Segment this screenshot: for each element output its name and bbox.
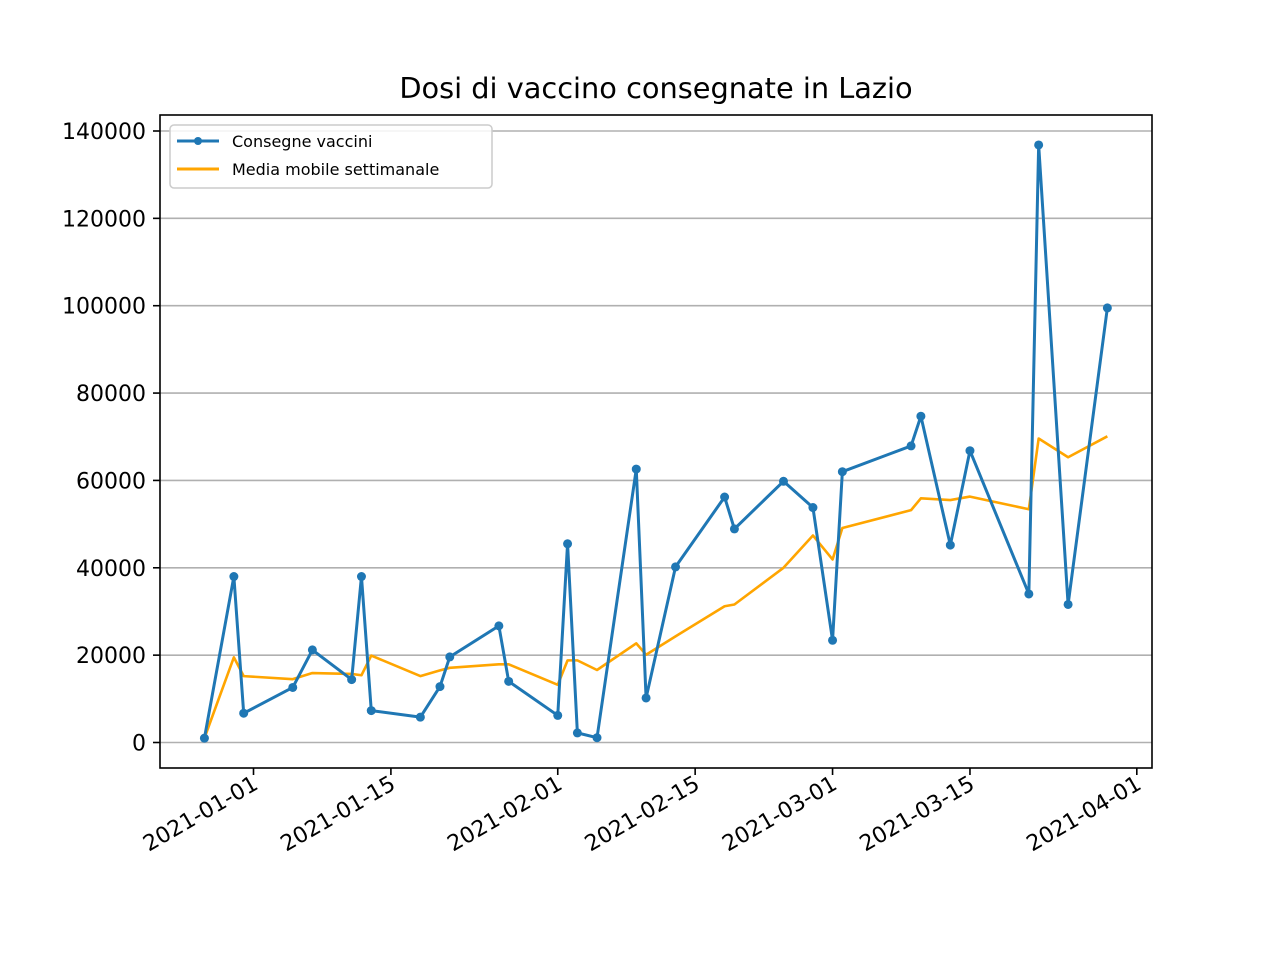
data-point <box>1102 303 1112 313</box>
y-tick-label: 20000 <box>76 644 146 669</box>
data-point <box>445 652 455 662</box>
y-tick-label: 140000 <box>62 120 146 145</box>
data-point <box>837 467 847 477</box>
data-point <box>504 676 514 686</box>
data-point <box>641 693 651 703</box>
y-tick-label: 0 <box>132 732 146 757</box>
data-point <box>808 503 818 513</box>
y-tick-label: 100000 <box>62 295 146 320</box>
data-point <box>631 464 641 474</box>
data-point <box>288 682 298 692</box>
legend-label-consegne: Consegne vaccini <box>232 132 372 151</box>
data-point <box>592 733 602 743</box>
chart-title: Dosi di vaccino consegnate in Lazio <box>399 71 912 105</box>
data-point <box>906 441 916 451</box>
data-point <box>828 635 838 645</box>
data-point <box>916 411 926 421</box>
data-point <box>553 710 563 720</box>
data-point <box>435 682 445 692</box>
legend-marker-consegne <box>194 137 202 145</box>
plot-frame <box>159 114 1153 769</box>
legend-box <box>169 124 493 189</box>
data-point <box>945 540 955 550</box>
data-point <box>572 728 582 738</box>
data-point <box>1063 599 1073 609</box>
data-point <box>356 572 366 582</box>
data-point <box>307 645 317 655</box>
data-point <box>494 621 504 631</box>
legend: Consegne vaccini Media mobile settimanal… <box>169 124 493 189</box>
data-point <box>199 733 209 743</box>
legend-label-media-mobile: Media mobile settimanale <box>232 160 439 179</box>
data-point <box>229 572 239 582</box>
series-layer <box>199 140 1112 743</box>
data-point <box>1034 140 1044 150</box>
data-point <box>720 492 730 502</box>
y-tick-label: 40000 <box>76 557 146 582</box>
series-line-consegne <box>202 143 1109 740</box>
y-tick-label: 60000 <box>76 469 146 494</box>
y-tick-label: 120000 <box>62 207 146 232</box>
data-point <box>563 539 573 549</box>
data-point <box>778 476 788 486</box>
series-line-media-mobile <box>203 435 1108 739</box>
data-point <box>965 446 975 456</box>
data-point <box>729 524 739 534</box>
data-point <box>347 675 357 685</box>
y-tick-label: 80000 <box>76 382 146 407</box>
data-point <box>239 708 249 718</box>
data-point <box>1024 589 1034 599</box>
data-point <box>415 712 425 722</box>
data-point <box>671 562 681 572</box>
data-point <box>366 706 376 716</box>
